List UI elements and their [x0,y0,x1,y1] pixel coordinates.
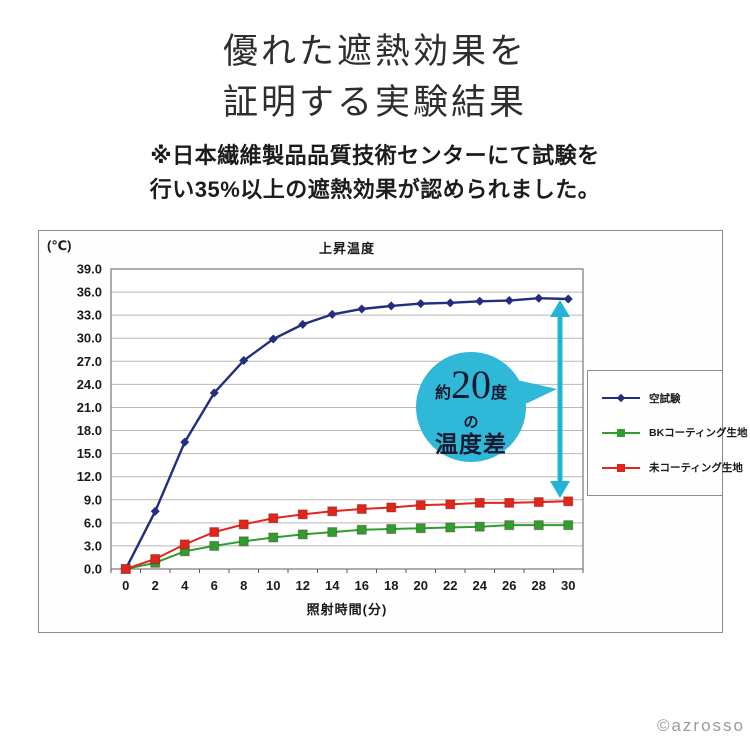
svg-text:24.0: 24.0 [77,377,102,392]
y-axis-labels: 0.0 3.0 6.0 9.0 12.0 15.0 18.0 21.0 24.0 27.0 30.0… [77,262,102,577]
svg-text:6.0: 6.0 [84,515,102,530]
legend-item-bk-coating: BKコーティング生地 [602,425,748,440]
temp-diff-particle: の [463,414,479,431]
legend-line-sample [602,463,640,472]
svg-text:12.0: 12.0 [77,469,102,484]
svg-text:21.0: 21.0 [77,400,102,415]
svg-text:10: 10 [266,578,280,593]
x-axis-title: 照射時間(分) [306,602,388,617]
square-marker-icon [617,428,625,437]
diamond-marker-icon [616,394,626,403]
svg-text:15.0: 15.0 [77,446,102,461]
page-subtitle-line2: 行い35%以上の遮熱効果が認められました。 [149,177,601,202]
x-axis-labels: 0 2 4 6 8 10 12 14 16 18 20 22 24 26 28 30 [122,578,575,593]
svg-text:28: 28 [532,578,546,593]
double-arrow-icon [550,300,570,498]
svg-text:12: 12 [296,578,310,593]
svg-text:30: 30 [561,578,575,593]
svg-text:18: 18 [384,578,398,593]
page-title-line1: 優れた遮熱効果を [222,32,527,71]
svg-text:3.0: 3.0 [84,538,102,553]
svg-text:18.0: 18.0 [77,423,102,438]
svg-text:8: 8 [240,578,247,593]
chart-figure: 0.0 3.0 6.0 9.0 12.0 15.0 18.0 21.0 24.0 27.0 30.0… [38,230,748,633]
x-axis-ticks [110,569,584,573]
temp-diff-value: 約20度 [434,362,508,407]
svg-text:39.0: 39.0 [77,262,102,277]
temp-diff-label: 温度差 [435,431,507,457]
square-marker-icon [617,463,625,472]
svg-text:22: 22 [443,578,457,593]
svg-text:6: 6 [211,578,218,593]
svg-text:20: 20 [414,578,428,593]
svg-text:26: 26 [502,578,516,593]
legend-item-uncoated: 未コーティング生地 [602,460,743,475]
page-title-line2: 証明する実験結果 [222,83,527,122]
svg-text:4: 4 [181,578,189,593]
legend-label: 空試験 [649,392,681,405]
svg-text:2: 2 [152,578,159,593]
temp-diff-bubble: 約20度 の 温度差 [416,352,526,462]
series-0 [121,293,573,574]
chart-legend: 空試験 BKコーティング生地 未コーティング生地 [587,370,748,496]
series-2 [120,496,574,574]
svg-text:0.0: 0.0 [84,562,102,577]
svg-text:9.0: 9.0 [84,492,102,507]
legend-line-sample [602,394,640,403]
legend-item-blank-test: 空試験 [602,391,722,406]
svg-text:33.0: 33.0 [77,308,102,323]
chart-title: 上昇温度 [318,241,375,256]
page-title: 優れた遮熱効果を 証明する実験結果 [0,26,750,128]
svg-text:27.0: 27.0 [77,354,102,369]
page-subtitle-line1: ※日本繊維製品品質技術センターにて試験を [150,143,600,168]
legend-label: BKコーティング生地 [649,427,748,440]
legend-line-sample [602,428,640,437]
svg-text:16: 16 [355,578,369,593]
legend-label: 未コーティング生地 [649,462,743,475]
svg-text:14: 14 [325,578,340,593]
copyright-text: ©azrosso [656,716,745,735]
y-axis-unit-label: (℃) [47,238,72,253]
svg-text:0: 0 [122,578,129,593]
svg-text:24: 24 [473,578,488,593]
svg-text:30.0: 30.0 [77,331,102,346]
svg-text:36.0: 36.0 [77,285,102,300]
page-subtitle: ※日本繊維製品品質技術センターにて試験を 行い35%以上の遮熱効果が認められまし… [0,139,750,207]
